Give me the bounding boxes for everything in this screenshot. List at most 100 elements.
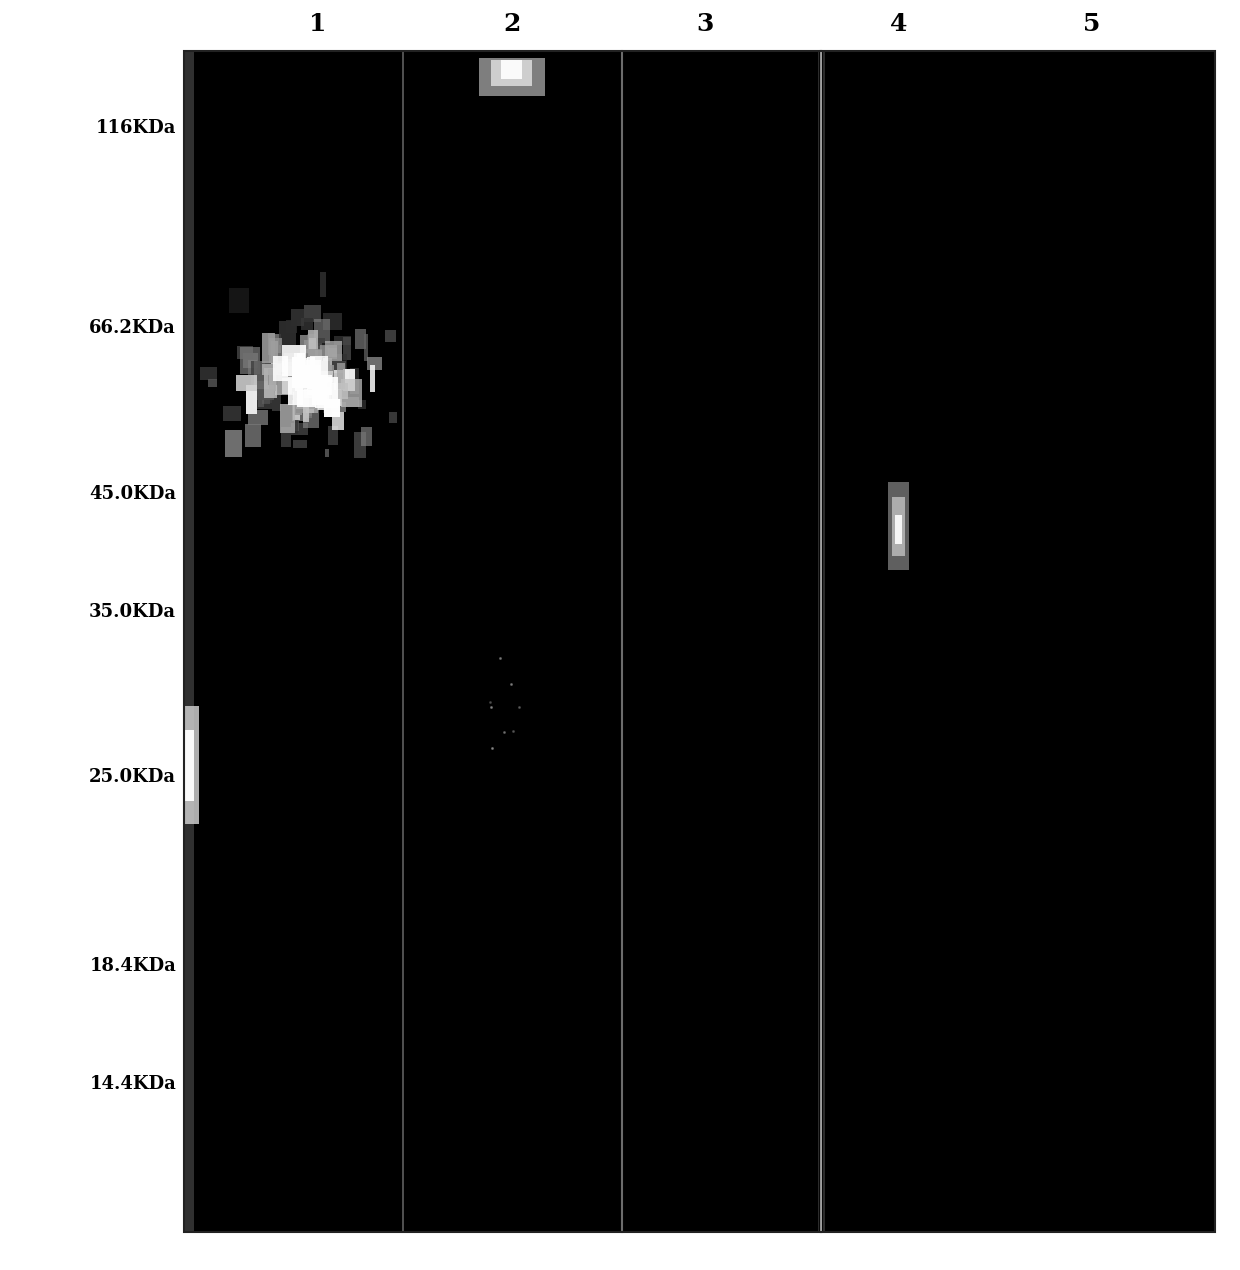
Bar [288, 377, 303, 405]
Bar [309, 385, 314, 413]
Bar [257, 381, 274, 400]
Bar [315, 377, 339, 409]
Bar [294, 400, 309, 408]
Bar [184, 51, 193, 1232]
Bar [269, 370, 277, 391]
Text: 4: 4 [890, 11, 908, 36]
Bar [246, 424, 260, 447]
Bar [303, 391, 309, 422]
Bar [296, 399, 315, 409]
Bar [309, 373, 320, 390]
Bar [275, 373, 298, 395]
Bar [325, 342, 342, 361]
Bar [303, 408, 320, 428]
Bar [325, 448, 330, 457]
Bar [305, 368, 314, 382]
Bar [268, 368, 278, 385]
Bar [229, 288, 249, 314]
Bar [275, 363, 281, 375]
Bar [308, 408, 312, 418]
Bar [384, 330, 396, 342]
Bar [281, 378, 293, 394]
Bar [314, 338, 325, 349]
Bar [289, 366, 305, 392]
Bar [306, 359, 321, 384]
Bar [300, 362, 315, 371]
Bar [301, 377, 321, 398]
Bar [337, 363, 345, 389]
Bar [286, 320, 298, 333]
Bar [293, 400, 305, 420]
Bar [296, 366, 320, 389]
Text: 3: 3 [696, 11, 713, 36]
Bar [367, 357, 382, 370]
Bar [501, 60, 522, 79]
Bar [310, 343, 322, 352]
Bar [332, 382, 342, 406]
Bar [236, 375, 257, 391]
Bar [315, 349, 322, 378]
Bar [361, 427, 372, 446]
Bar [285, 359, 291, 377]
Text: 25.0KDa: 25.0KDa [89, 768, 176, 786]
Bar [223, 406, 241, 420]
Bar [308, 375, 332, 395]
Text: 66.2KDa: 66.2KDa [89, 319, 176, 338]
Bar [268, 333, 274, 354]
Bar [305, 305, 321, 323]
Bar [304, 372, 310, 390]
Bar [306, 349, 321, 366]
Bar [285, 362, 305, 391]
Bar [253, 382, 273, 409]
Bar [309, 330, 317, 358]
Bar [304, 339, 314, 354]
Bar [294, 387, 303, 415]
Bar [305, 391, 310, 417]
Bar [343, 370, 356, 391]
Bar [324, 399, 340, 417]
Bar [284, 353, 296, 375]
Bar [262, 363, 280, 375]
Bar [888, 481, 909, 570]
Bar [320, 272, 326, 297]
Bar [895, 514, 901, 545]
Bar [293, 375, 305, 386]
Bar [280, 404, 295, 433]
Bar [309, 368, 317, 396]
Bar [893, 498, 905, 556]
Bar [491, 60, 532, 86]
Bar [304, 405, 319, 413]
Bar [295, 358, 308, 390]
Bar [324, 358, 332, 371]
Bar [293, 441, 308, 448]
Bar [350, 367, 358, 394]
Bar [184, 51, 1215, 1232]
Bar [317, 377, 327, 403]
Text: 1: 1 [309, 11, 326, 36]
Bar [305, 398, 314, 413]
Bar [304, 399, 308, 418]
Bar [310, 356, 329, 384]
Bar [314, 319, 330, 343]
Bar [329, 427, 337, 444]
Bar [262, 333, 275, 363]
Text: 45.0KDa: 45.0KDa [89, 485, 176, 503]
Bar [315, 371, 334, 382]
Text: 5: 5 [1083, 11, 1100, 36]
Bar [269, 338, 281, 363]
Bar [184, 730, 193, 801]
Bar [237, 347, 253, 358]
Bar [291, 386, 303, 398]
Text: 2: 2 [503, 11, 521, 36]
Bar [370, 364, 376, 392]
Text: 18.4KDa: 18.4KDa [89, 958, 176, 975]
Bar [336, 382, 348, 399]
Bar [284, 366, 293, 375]
Bar [312, 381, 329, 401]
Bar [331, 401, 346, 413]
Bar [317, 395, 326, 410]
Bar [308, 372, 327, 398]
Bar [300, 335, 309, 353]
Bar [365, 334, 368, 362]
Bar [358, 400, 366, 409]
